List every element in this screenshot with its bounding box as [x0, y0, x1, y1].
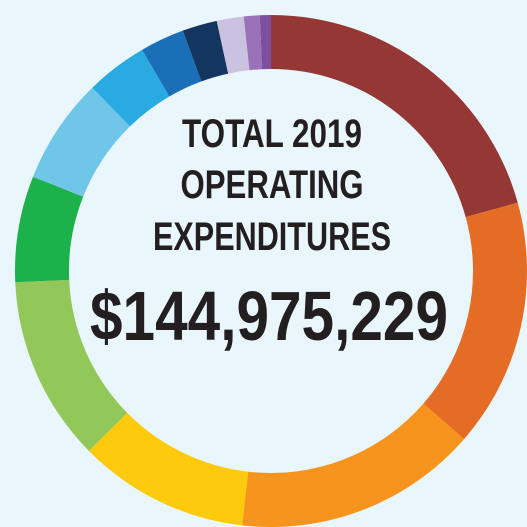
donut-segment: [216, 16, 250, 74]
title-line: EXPENDITURES: [153, 215, 391, 259]
donut-segment: [92, 49, 170, 127]
title-line: TOTAL 2019: [182, 112, 362, 156]
donut-segment: [423, 202, 527, 440]
donut-segment: [88, 412, 249, 526]
center-labels: TOTAL 2019 OPERATING EXPENDITURES $144,975,…: [90, 112, 448, 355]
title-line: OPERATING: [181, 163, 364, 207]
donut-segment: [142, 30, 202, 97]
donut-segment: [271, 15, 518, 218]
donut-segment: [243, 15, 263, 71]
donut-segment: [182, 20, 229, 82]
donut-segment: [15, 279, 128, 451]
total-amount: $144,975,229: [90, 277, 448, 355]
donut-ring: [15, 15, 527, 527]
donut-segment: [32, 87, 130, 197]
donut-segment: [259, 15, 271, 70]
donut-segment: [15, 176, 84, 283]
donut-segment: [242, 403, 465, 527]
